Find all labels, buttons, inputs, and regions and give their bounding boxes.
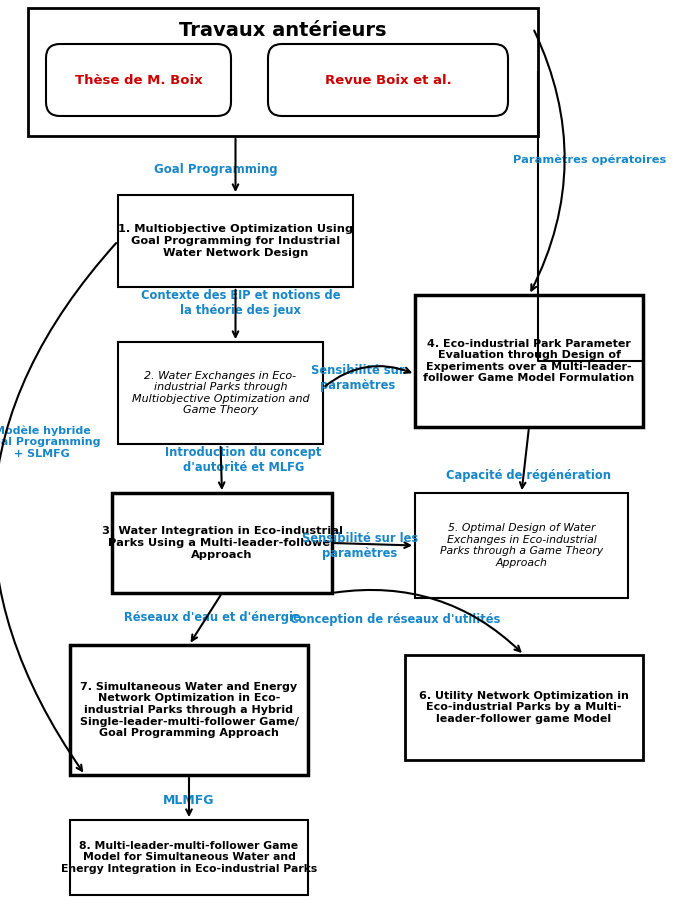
- FancyBboxPatch shape: [112, 493, 332, 593]
- Text: 3. Water Integration in Eco-industrial
Parks Using a Multi-leader-follower
Appro: 3. Water Integration in Eco-industrial P…: [102, 527, 342, 560]
- Text: 1. Multiobjective Optimization Using
Goal Programming for Industrial
Water Netwo: 1. Multiobjective Optimization Using Goa…: [118, 224, 353, 257]
- Text: Capacité de régénération: Capacité de régénération: [447, 468, 611, 482]
- FancyBboxPatch shape: [415, 295, 643, 427]
- FancyBboxPatch shape: [405, 655, 643, 760]
- Text: 4. Eco-industrial Park Parameter
Evaluation through Design of
Experiments over a: 4. Eco-industrial Park Parameter Evaluat…: [423, 339, 635, 384]
- Text: 2. Water Exchanges in Eco-
industrial Parks through
Multiobjective Optimization : 2. Water Exchanges in Eco- industrial Pa…: [132, 371, 309, 415]
- Text: Conception de réseaux d'utilités: Conception de réseaux d'utilités: [290, 614, 500, 627]
- Text: MLMFG: MLMFG: [163, 793, 214, 806]
- Text: 7. Simultaneous Water and Energy
Network Optimization in Eco-
industrial Parks t: 7. Simultaneous Water and Energy Network…: [79, 682, 298, 738]
- Text: Goal Programming: Goal Programming: [154, 163, 277, 177]
- Text: Contexte des EIP et notions de
la théorie des jeux: Contexte des EIP et notions de la théori…: [141, 289, 340, 317]
- Text: Sensibilité sur les
paramètres: Sensibilité sur les paramètres: [302, 532, 418, 560]
- Text: Sensibilité sur
paramètres: Sensibilité sur paramètres: [311, 364, 405, 392]
- FancyBboxPatch shape: [70, 820, 308, 895]
- FancyBboxPatch shape: [118, 342, 323, 444]
- FancyBboxPatch shape: [46, 44, 231, 116]
- FancyBboxPatch shape: [70, 645, 308, 775]
- Text: Revue Boix et al.: Revue Boix et al.: [324, 73, 451, 86]
- FancyBboxPatch shape: [28, 8, 538, 136]
- FancyBboxPatch shape: [415, 493, 628, 598]
- FancyBboxPatch shape: [118, 195, 353, 287]
- Text: Modèle hybride
Goal Programming
+ SLMFG: Modèle hybride Goal Programming + SLMFG: [0, 425, 100, 459]
- Text: Paramètres opératoires: Paramètres opératoires: [514, 155, 667, 165]
- Text: Introduction du concept
d'autorité et MLFG: Introduction du concept d'autorité et ML…: [165, 446, 322, 474]
- Text: Thèse de M. Boix: Thèse de M. Boix: [74, 73, 202, 86]
- Text: 5. Optimal Design of Water
Exchanges in Eco-industrial
Parks through a Game Theo: 5. Optimal Design of Water Exchanges in …: [440, 523, 603, 568]
- Text: Réseaux d'eau et d'énergie: Réseaux d'eau et d'énergie: [124, 612, 301, 625]
- Text: 8. Multi-leader-multi-follower Game
Model for Simultaneous Water and
Energy Inte: 8. Multi-leader-multi-follower Game Mode…: [61, 841, 317, 874]
- Text: Travaux antérieurs: Travaux antérieurs: [179, 20, 387, 39]
- FancyBboxPatch shape: [268, 44, 508, 116]
- Text: 6. Utility Network Optimization in
Eco-industrial Parks by a Multi-
leader-follo: 6. Utility Network Optimization in Eco-i…: [419, 691, 629, 725]
